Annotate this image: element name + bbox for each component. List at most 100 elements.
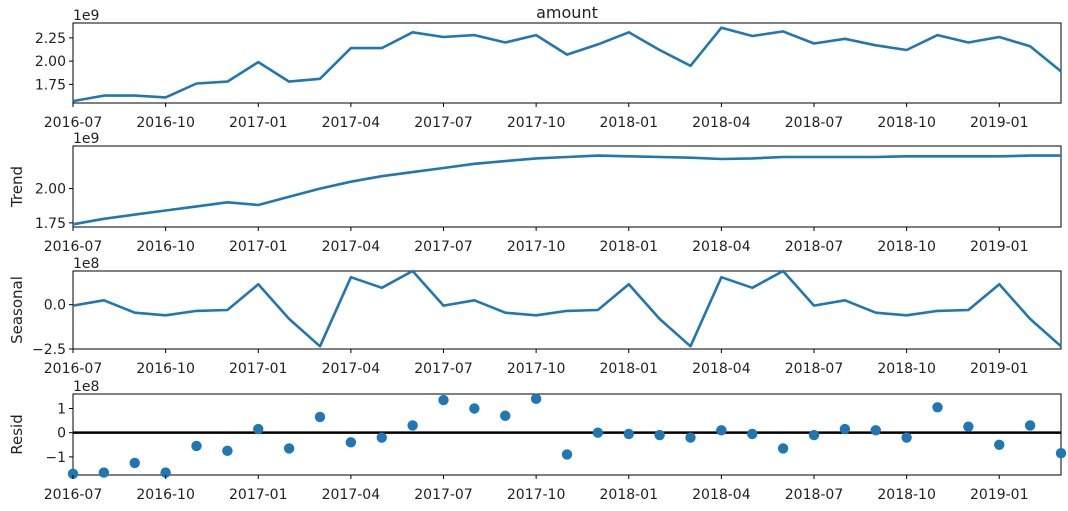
y-tick-label: 2.00 xyxy=(35,182,66,198)
resid-point xyxy=(592,427,604,438)
resid-point xyxy=(283,443,295,454)
resid-point xyxy=(160,467,171,478)
axis-offset-label: 1e9 xyxy=(73,8,99,24)
resid-point xyxy=(808,429,820,441)
axis-offset-label: 1e9 xyxy=(73,131,99,147)
x-tick-label: 2018-10 xyxy=(877,239,936,255)
x-tick-label: 2017-04 xyxy=(322,361,381,377)
resid-point xyxy=(345,437,357,448)
x-tick-label: 2017-10 xyxy=(507,361,566,377)
x-tick-label: 2017-01 xyxy=(229,361,288,377)
x-tick-label: 2019-01 xyxy=(970,487,1029,503)
resid-point xyxy=(438,394,449,406)
chart-title: amount xyxy=(536,3,598,22)
y-tick-label: 2.25 xyxy=(35,31,66,47)
resid-point xyxy=(654,429,665,441)
resid-point xyxy=(67,468,79,479)
panel-observed: 1.75 2.00 2.25 2016-07 2016-10 2017-01 2017-04… xyxy=(35,3,1062,131)
resid-point xyxy=(716,425,727,436)
x-tick-label: 2018-01 xyxy=(600,115,659,131)
resid-point xyxy=(191,440,202,452)
panel-seasonal: −2.5 0.0 2016-07 2016-10 2017-01 2017-04 2017-… xyxy=(8,256,1062,377)
x-tick-label: 2018-01 xyxy=(600,487,659,503)
x-tick-label: 2018-01 xyxy=(600,361,659,377)
y-tick-label: −2.5 xyxy=(32,342,66,358)
y-tick-label: 0.0 xyxy=(44,298,66,314)
resid-point xyxy=(747,428,758,440)
x-tick-label: 2017-04 xyxy=(322,487,381,503)
x-tick-label: 2018-04 xyxy=(692,115,751,131)
resid-point xyxy=(561,449,573,460)
series-line xyxy=(72,269,1062,348)
x-tick-label: 2019-01 xyxy=(970,361,1029,377)
x-tick-label: 2017-07 xyxy=(414,239,473,255)
x-tick-label: 2016-07 xyxy=(44,115,103,131)
y-axis-label: Seasonal xyxy=(8,276,26,344)
resid-point xyxy=(407,420,418,431)
plot-frame xyxy=(72,393,1062,476)
panel-trend: 1.75 2.00 2016-07 2016-10 2017-01 2017-04 2017… xyxy=(8,131,1062,255)
x-tick-label: 2018-07 xyxy=(785,361,844,377)
x-tick-label: 2017-07 xyxy=(414,487,473,503)
resid-point xyxy=(500,410,511,421)
y-tick-label: 1 xyxy=(57,402,66,418)
x-tick-label: 2018-10 xyxy=(877,361,936,377)
x-tick-label: 2017-01 xyxy=(229,115,288,131)
x-tick-label: 2016-10 xyxy=(136,361,195,377)
x-tick-label: 2019-01 xyxy=(970,115,1029,131)
x-tick-label: 2016-07 xyxy=(44,361,103,377)
x-tick-label: 2017-10 xyxy=(507,239,566,255)
resid-point xyxy=(253,423,264,435)
resid-point xyxy=(623,428,634,440)
x-tick-label: 2019-01 xyxy=(970,239,1029,255)
x-tick-label: 2017-04 xyxy=(322,115,381,131)
resid-point xyxy=(870,425,881,436)
x-tick-label: 2017-07 xyxy=(414,115,473,131)
resid-point xyxy=(777,443,789,454)
y-axis-label: Trend xyxy=(8,166,26,208)
resid-point xyxy=(1055,448,1067,459)
resid-point xyxy=(98,467,110,478)
x-tick-label: 2017-07 xyxy=(414,361,473,377)
x-tick-label: 2017-10 xyxy=(507,487,566,503)
x-tick-label: 2018-10 xyxy=(877,487,936,503)
x-tick-label: 2018-04 xyxy=(692,487,751,503)
x-tick-label: 2017-04 xyxy=(322,239,381,255)
resid-point xyxy=(530,393,542,405)
x-tick-label: 2016-10 xyxy=(136,239,195,255)
resid-point xyxy=(839,423,851,435)
plot-frame xyxy=(72,270,1062,350)
x-tick-label: 2018-04 xyxy=(692,239,751,255)
resid-point xyxy=(222,445,233,457)
y-tick-label: 1.75 xyxy=(35,77,66,93)
resid-point xyxy=(963,421,974,432)
y-tick-label: 0 xyxy=(57,426,66,442)
x-tick-label: 2018-07 xyxy=(785,487,844,503)
x-tick-label: 2017-10 xyxy=(507,115,566,131)
panel-resid: −1 0 1 2016-07 2016-10 2017-01 2017-04 2017-07 2… xyxy=(8,379,1067,503)
resid-point xyxy=(376,432,387,443)
resid-point xyxy=(932,402,943,413)
x-tick-label: 2018-07 xyxy=(785,115,844,131)
x-tick-label: 2017-01 xyxy=(229,239,288,255)
resid-point xyxy=(994,439,1005,450)
plot-frame xyxy=(72,145,1062,228)
x-tick-label: 2018-01 xyxy=(600,239,659,255)
resid-point xyxy=(314,411,326,423)
y-tick-label: 1.75 xyxy=(35,216,66,232)
resid-point xyxy=(469,403,480,414)
x-tick-label: 2016-10 xyxy=(136,115,195,131)
y-axis-label: Resid xyxy=(8,414,26,454)
axis-offset-label: 1e8 xyxy=(73,256,99,272)
series-line xyxy=(72,154,1061,226)
resid-point xyxy=(901,432,912,443)
x-tick-label: 2016-07 xyxy=(44,487,103,503)
x-tick-label: 2016-07 xyxy=(44,239,103,255)
x-tick-label: 2017-01 xyxy=(229,487,288,503)
resid-point xyxy=(1024,420,1036,431)
x-tick-label: 2018-10 xyxy=(877,115,936,131)
y-tick-label: 2.00 xyxy=(35,54,66,70)
axis-offset-label: 1e8 xyxy=(73,379,99,395)
resid-point xyxy=(685,432,696,443)
